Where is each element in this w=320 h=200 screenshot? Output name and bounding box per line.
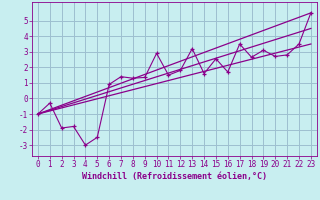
X-axis label: Windchill (Refroidissement éolien,°C): Windchill (Refroidissement éolien,°C) (82, 172, 267, 181)
